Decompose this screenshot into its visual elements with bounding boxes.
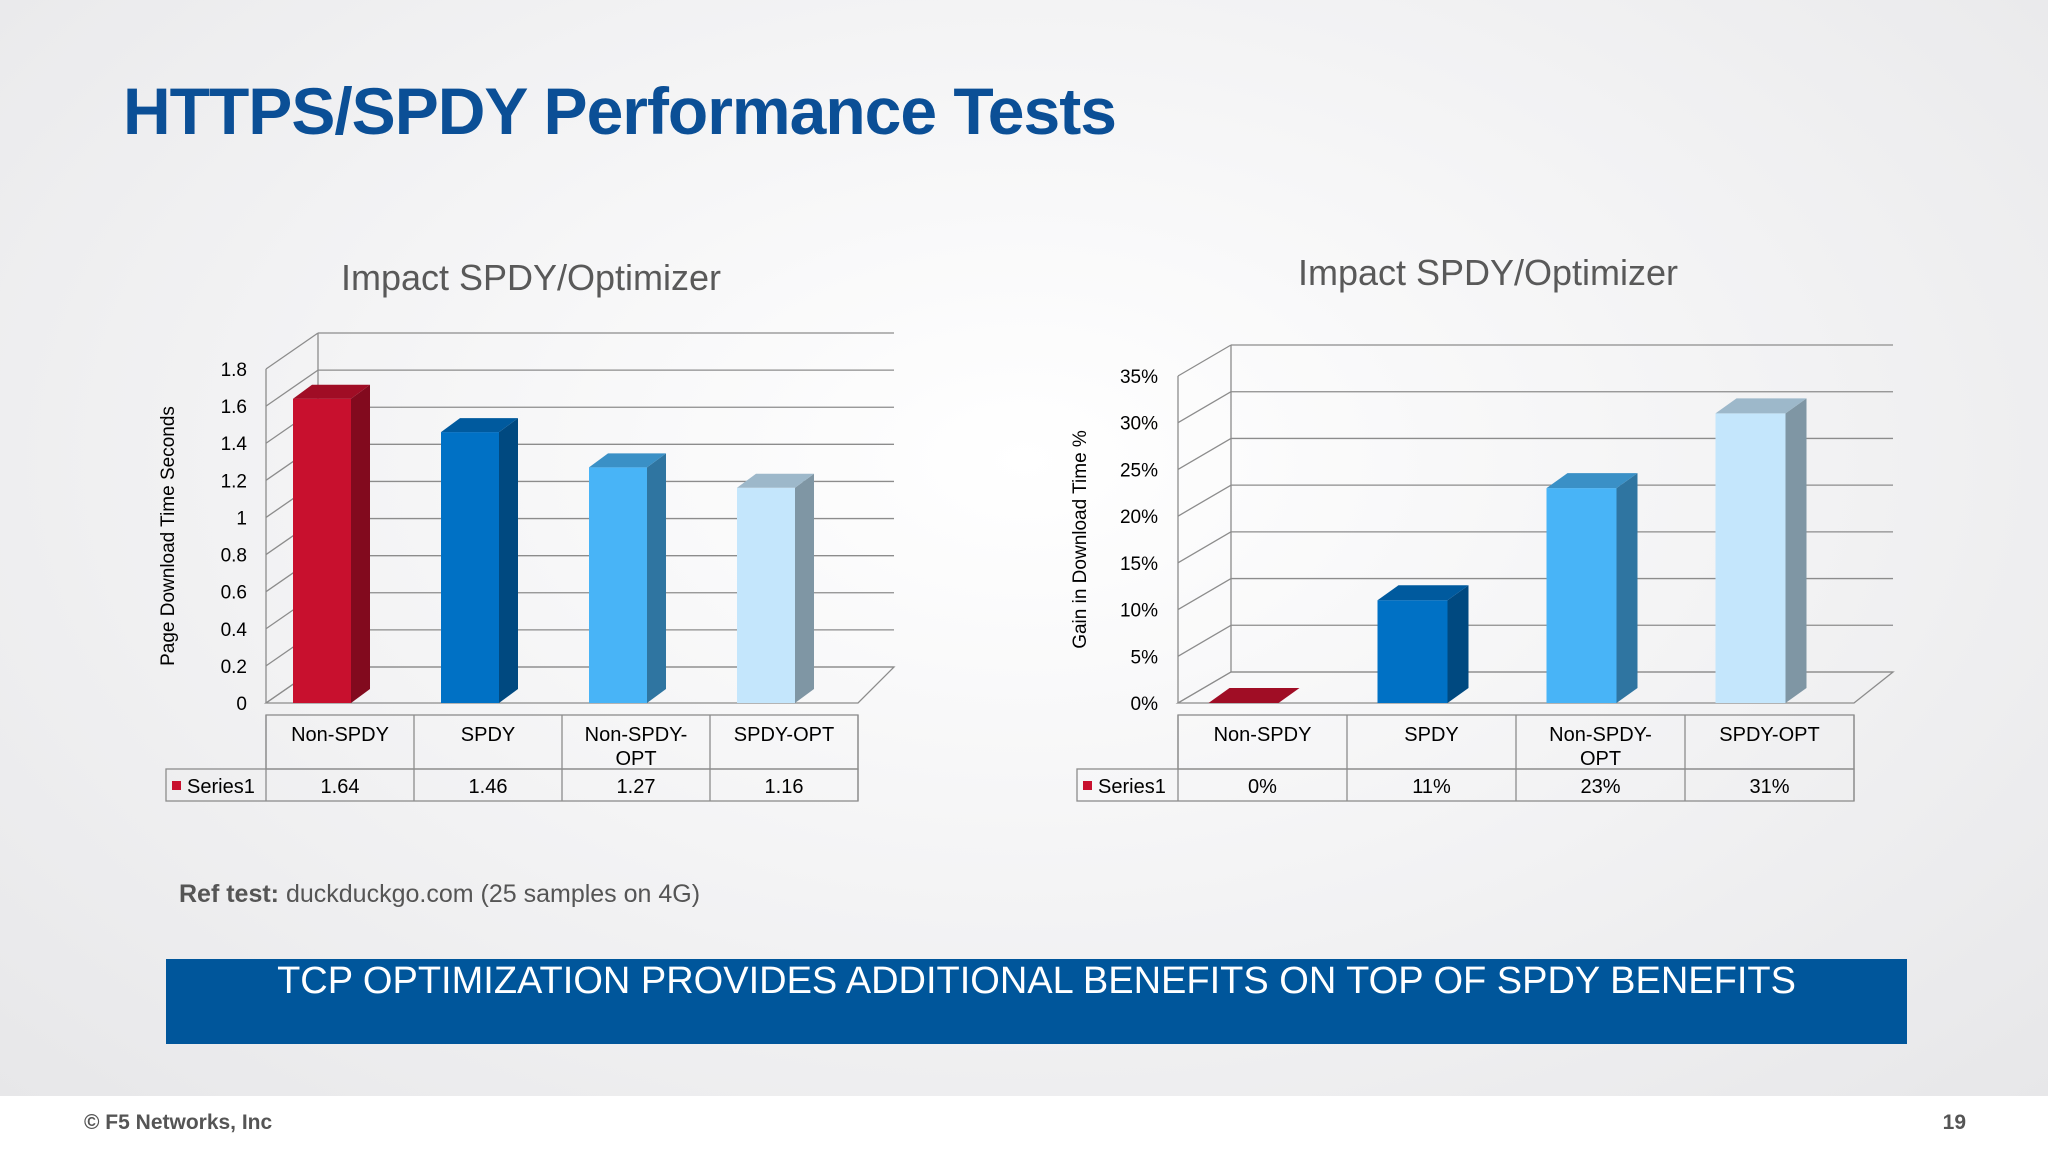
gridline-diagonal: [1177, 437, 1232, 470]
bar: [293, 384, 370, 703]
data-table-value: 1.27: [617, 776, 656, 798]
x-category-label: SPDY: [461, 724, 515, 746]
y-tick-label: 1.4: [221, 434, 248, 455]
y-tick-label: 30%: [1120, 414, 1158, 435]
y-tick-label: 25%: [1120, 460, 1158, 481]
chart-floor: [1175, 671, 1895, 704]
y-tick-label: 0.4: [221, 620, 248, 641]
data-table-value: 1.64: [321, 776, 360, 798]
bar-side: [351, 384, 370, 703]
bar-front: [1715, 413, 1786, 703]
data-table-value: 23%: [1580, 776, 1620, 798]
y-tick-label: 0.8: [221, 546, 247, 567]
x-category-label: Non-SPDY-OPT: [1549, 724, 1652, 770]
bar-top: [293, 384, 370, 399]
data-table-value: 1.46: [469, 776, 508, 798]
data-table-value: 11%: [1412, 776, 1451, 798]
bar-front: [737, 487, 795, 703]
bar-top: [1208, 688, 1300, 703]
x-category-label: Non-SPDY: [1214, 724, 1312, 746]
y-tick-label: 0.2: [221, 657, 247, 678]
x-category-label: SPDY-OPT: [734, 724, 834, 746]
x-category-label: SPDY: [1404, 724, 1458, 746]
bar: [1377, 585, 1469, 703]
bar-front: [1546, 488, 1617, 703]
gridline-diagonal: [1177, 624, 1232, 657]
y-tick-label: 1.2: [221, 471, 247, 492]
y-tick-label: 0%: [1131, 694, 1159, 715]
bar-side: [795, 473, 814, 703]
bar: [737, 473, 814, 703]
footer-bar: [0, 1096, 2048, 1152]
y-tick-label: 5%: [1131, 647, 1159, 668]
reference-text: duckduckgo.com (25 samples on 4G): [285, 880, 701, 908]
gridline-diagonal: [1177, 391, 1232, 424]
bar-side: [1447, 585, 1469, 703]
bar-top: [737, 473, 814, 488]
data-table-value: 31%: [1749, 776, 1789, 798]
y-axis-label: Gain in Download Time %: [1070, 430, 1091, 649]
bar-side: [1616, 473, 1638, 703]
x-category-label: Non-SPDY: [291, 724, 389, 746]
y-tick-label: 15%: [1120, 554, 1158, 575]
y-tick-label: 0: [236, 694, 247, 715]
bar-front: [441, 432, 499, 703]
slide-title: HTTPS/SPDY Performance Tests: [123, 74, 1117, 148]
gridline-diagonal: [265, 332, 319, 370]
y-tick-label: 35%: [1120, 367, 1158, 388]
y-tick-label: 10%: [1120, 601, 1158, 622]
gridline-diagonal: [265, 369, 319, 407]
data-table-value: 1.16: [765, 776, 804, 798]
bar: [1715, 398, 1807, 703]
y-tick-label: 0.6: [221, 583, 247, 604]
data-table-value: 0%: [1248, 776, 1277, 798]
legend-series-name: Series1: [187, 776, 255, 798]
bar-top: [441, 418, 518, 433]
bar-side: [1785, 398, 1807, 703]
bar-side: [647, 453, 666, 703]
gridline-diagonal: [1177, 344, 1232, 377]
bar-top: [1546, 473, 1638, 489]
conclusion-banner: TCP OPTIMIZATION PROVIDES ADDITIONAL BEN…: [166, 959, 1907, 1044]
x-category-label: SPDY-OPT: [1719, 724, 1819, 746]
reference-note: Ref test: duckduckgo.com (25 samples on …: [179, 880, 700, 909]
bar-front: [589, 467, 647, 703]
gridline-diagonal: [1177, 531, 1232, 564]
gridline-diagonal: [1177, 484, 1232, 517]
y-tick-label: 1: [236, 508, 247, 529]
chart-title: Impact SPDY/Optimizer: [341, 257, 721, 298]
table-value-row: [1076, 768, 1855, 802]
y-tick-label: 20%: [1120, 507, 1158, 528]
legend-swatch: [1083, 781, 1092, 790]
legend-swatch: [172, 781, 181, 790]
chart-title: Impact SPDY/Optimizer: [1298, 252, 1678, 293]
bar: [1208, 688, 1300, 703]
bar: [1546, 473, 1638, 703]
bar-front: [293, 398, 351, 703]
bar-top: [1377, 585, 1469, 601]
gridline-diagonal: [1177, 578, 1232, 611]
x-category-label: Non-SPDY-OPT: [585, 724, 688, 770]
bar-side: [499, 418, 518, 703]
reference-label: Ref test:: [179, 880, 280, 908]
y-tick-label: 1.6: [221, 397, 247, 418]
bar-top: [1715, 398, 1807, 414]
bar-front: [1377, 600, 1448, 703]
copyright-text: © F5 Networks, Inc: [84, 1111, 273, 1134]
bar: [441, 418, 518, 703]
page-number: 19: [1942, 1111, 1966, 1134]
bar: [589, 453, 666, 703]
legend-series-name: Series1: [1098, 776, 1166, 798]
y-axis-label: Page Download Time Seconds: [158, 406, 179, 666]
y-tick-label: 1.8: [221, 360, 247, 381]
bar-top: [589, 453, 666, 468]
